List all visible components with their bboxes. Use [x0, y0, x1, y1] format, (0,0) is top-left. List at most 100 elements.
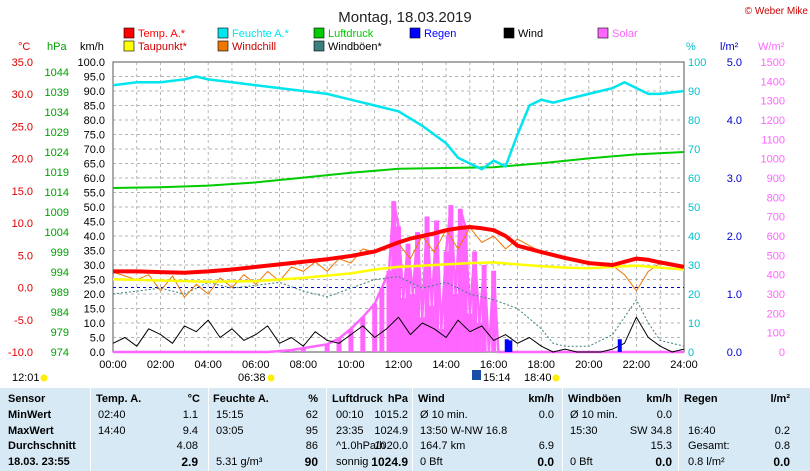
humidity-tick-label: 50	[688, 202, 700, 214]
pressure-time: ^1.0hPa/h	[336, 440, 386, 452]
humidity-tick-label: 10	[688, 318, 700, 330]
humidity-tick-label: 20	[688, 289, 700, 301]
temp-tick-label: 0.0	[18, 283, 33, 295]
legend-swatch	[503, 27, 515, 39]
temp-tick-label: 25.0	[12, 121, 33, 133]
header-gusts: Windböen	[568, 393, 622, 405]
temp-tick-label: 15.0	[12, 186, 33, 198]
x-tick-label: 18:00	[527, 359, 555, 371]
wind-tick-label: 70.0	[84, 144, 105, 156]
solar-axis-unit: W/m²	[758, 41, 785, 53]
temp-time: 02:40	[98, 409, 126, 421]
series-line-taupunkt	[112, 261, 685, 284]
rain-bar	[508, 340, 513, 352]
wind-tick-label: 20.0	[84, 289, 105, 301]
rain-tick-label: 2.0	[727, 231, 742, 243]
wind-tick-label: 10.0	[84, 318, 105, 330]
statistics-table: Sensor Temp. A. °C Feuchte A.% Luftdruck hPa W…	[0, 388, 810, 471]
table-separator	[678, 388, 679, 471]
sunset-label: 18:40	[524, 372, 552, 384]
rain-bar	[617, 339, 622, 352]
wind-tick-label: 15.0	[84, 304, 105, 316]
header-pressure: Luftdruck	[332, 393, 383, 405]
sunrise-icon	[267, 374, 275, 382]
x-tick-label: 00:00	[99, 359, 127, 371]
pressure-tick-label: 999	[51, 247, 69, 259]
humidity-tick-label: 70	[688, 144, 700, 156]
gusts-value: 0.0	[656, 409, 672, 421]
moon-icon	[472, 370, 481, 380]
legend-label: Wind	[518, 28, 543, 40]
solar-tick-label: 300	[767, 289, 785, 301]
header-temp: Temp. A.	[96, 393, 142, 405]
humidity-axis-unit: %	[686, 41, 696, 53]
table-separator	[208, 388, 209, 471]
solar-line	[113, 200, 684, 354]
solar-tick-label: 1400	[761, 76, 785, 88]
gusts-text: 0 Bft	[570, 455, 593, 468]
legend-label: Windböen*	[328, 41, 383, 53]
solar-tick-label: 400	[767, 270, 785, 282]
humidity-time: 15:15	[216, 409, 244, 421]
header-wind: Wind	[418, 393, 445, 405]
pressure-tick-label: 1029	[45, 127, 69, 139]
sunrise-label: 06:38	[238, 372, 266, 384]
rain-text: Gesamt:	[688, 440, 730, 452]
wind-tick-label: 75.0	[84, 130, 105, 142]
series-line-feuchte-a	[112, 75, 685, 171]
wind-value: 0.0	[538, 409, 554, 421]
table-separator	[326, 388, 327, 471]
legend-label: Temp. A.*	[138, 28, 186, 40]
row-label: 18.03. 23:55	[8, 455, 70, 468]
wind-tick-label: 85.0	[84, 101, 105, 113]
header-gusts-unit: km/h	[646, 393, 672, 405]
solar-tick-label: 800	[767, 192, 785, 204]
legend-swatch	[409, 27, 421, 39]
legend-swatch	[217, 40, 229, 52]
chart-axes: 00:00 02:00 04:00 06:00 08:00 10:00 12:00 14:00…	[8, 41, 785, 384]
humidity-tick-label: 60	[688, 173, 700, 185]
series-line-temp-a	[113, 225, 685, 275]
rain-value: 0.2	[774, 424, 790, 437]
humidity-value: 90	[304, 454, 318, 469]
temp-axis-unit: °C	[18, 41, 30, 53]
wind-tick-label: 55.0	[84, 188, 105, 200]
rain-value: 0.0	[773, 454, 790, 469]
temp-value: 4.08	[176, 440, 198, 452]
temp-time: 14:40	[98, 424, 126, 437]
legend-label: Windchill	[232, 41, 276, 53]
temp-value: 1.1	[182, 409, 198, 421]
header-humidity-unit: %	[308, 393, 318, 405]
pressure-tick-label: 994	[51, 267, 69, 279]
pressure-tick-label: 1034	[45, 107, 69, 119]
humidity-tick-label: 0	[688, 347, 694, 359]
solar-tick-label: 600	[767, 231, 785, 243]
weather-chart: 00:00 02:00 04:00 06:00 08:00 10:00 12:00 14:00…	[8, 6, 809, 384]
wind-text: 164.7 km	[420, 440, 466, 452]
humidity-value: 86	[305, 440, 318, 452]
wind-tick-label: 95.0	[84, 72, 105, 84]
rain-value: 0.8	[774, 440, 790, 452]
temp-value: 9.4	[182, 424, 198, 437]
header-rain-unit: l/m²	[770, 393, 790, 405]
x-tick-label: 20:00	[575, 359, 603, 371]
header-wind-unit: km/h	[528, 393, 554, 405]
sun-icon	[40, 374, 48, 382]
legend-swatch	[123, 27, 135, 39]
wind-tick-label: 25.0	[84, 275, 105, 287]
pressure-tick-label: 1039	[45, 87, 69, 99]
sun-noon-label: 12:01	[12, 372, 40, 384]
legend-swatch	[123, 40, 135, 52]
pressure-tick-label: 1019	[45, 167, 69, 179]
x-tick-label: 10:00	[337, 359, 365, 371]
row-label: MaxWert	[8, 424, 54, 437]
temp-tick-label: -10.0	[8, 347, 33, 359]
pressure-value: 1024.9	[371, 454, 408, 469]
pressure-tick-label: 984	[51, 307, 69, 319]
pressure-tick-label: 1014	[45, 187, 69, 199]
pressure-tick-label: 1009	[45, 207, 69, 219]
solar-tick-label: 1100	[761, 134, 785, 146]
humidity-tick-label: 80	[688, 115, 700, 127]
row-label: Durchschnitt	[8, 440, 76, 452]
legend-swatch	[313, 27, 325, 39]
